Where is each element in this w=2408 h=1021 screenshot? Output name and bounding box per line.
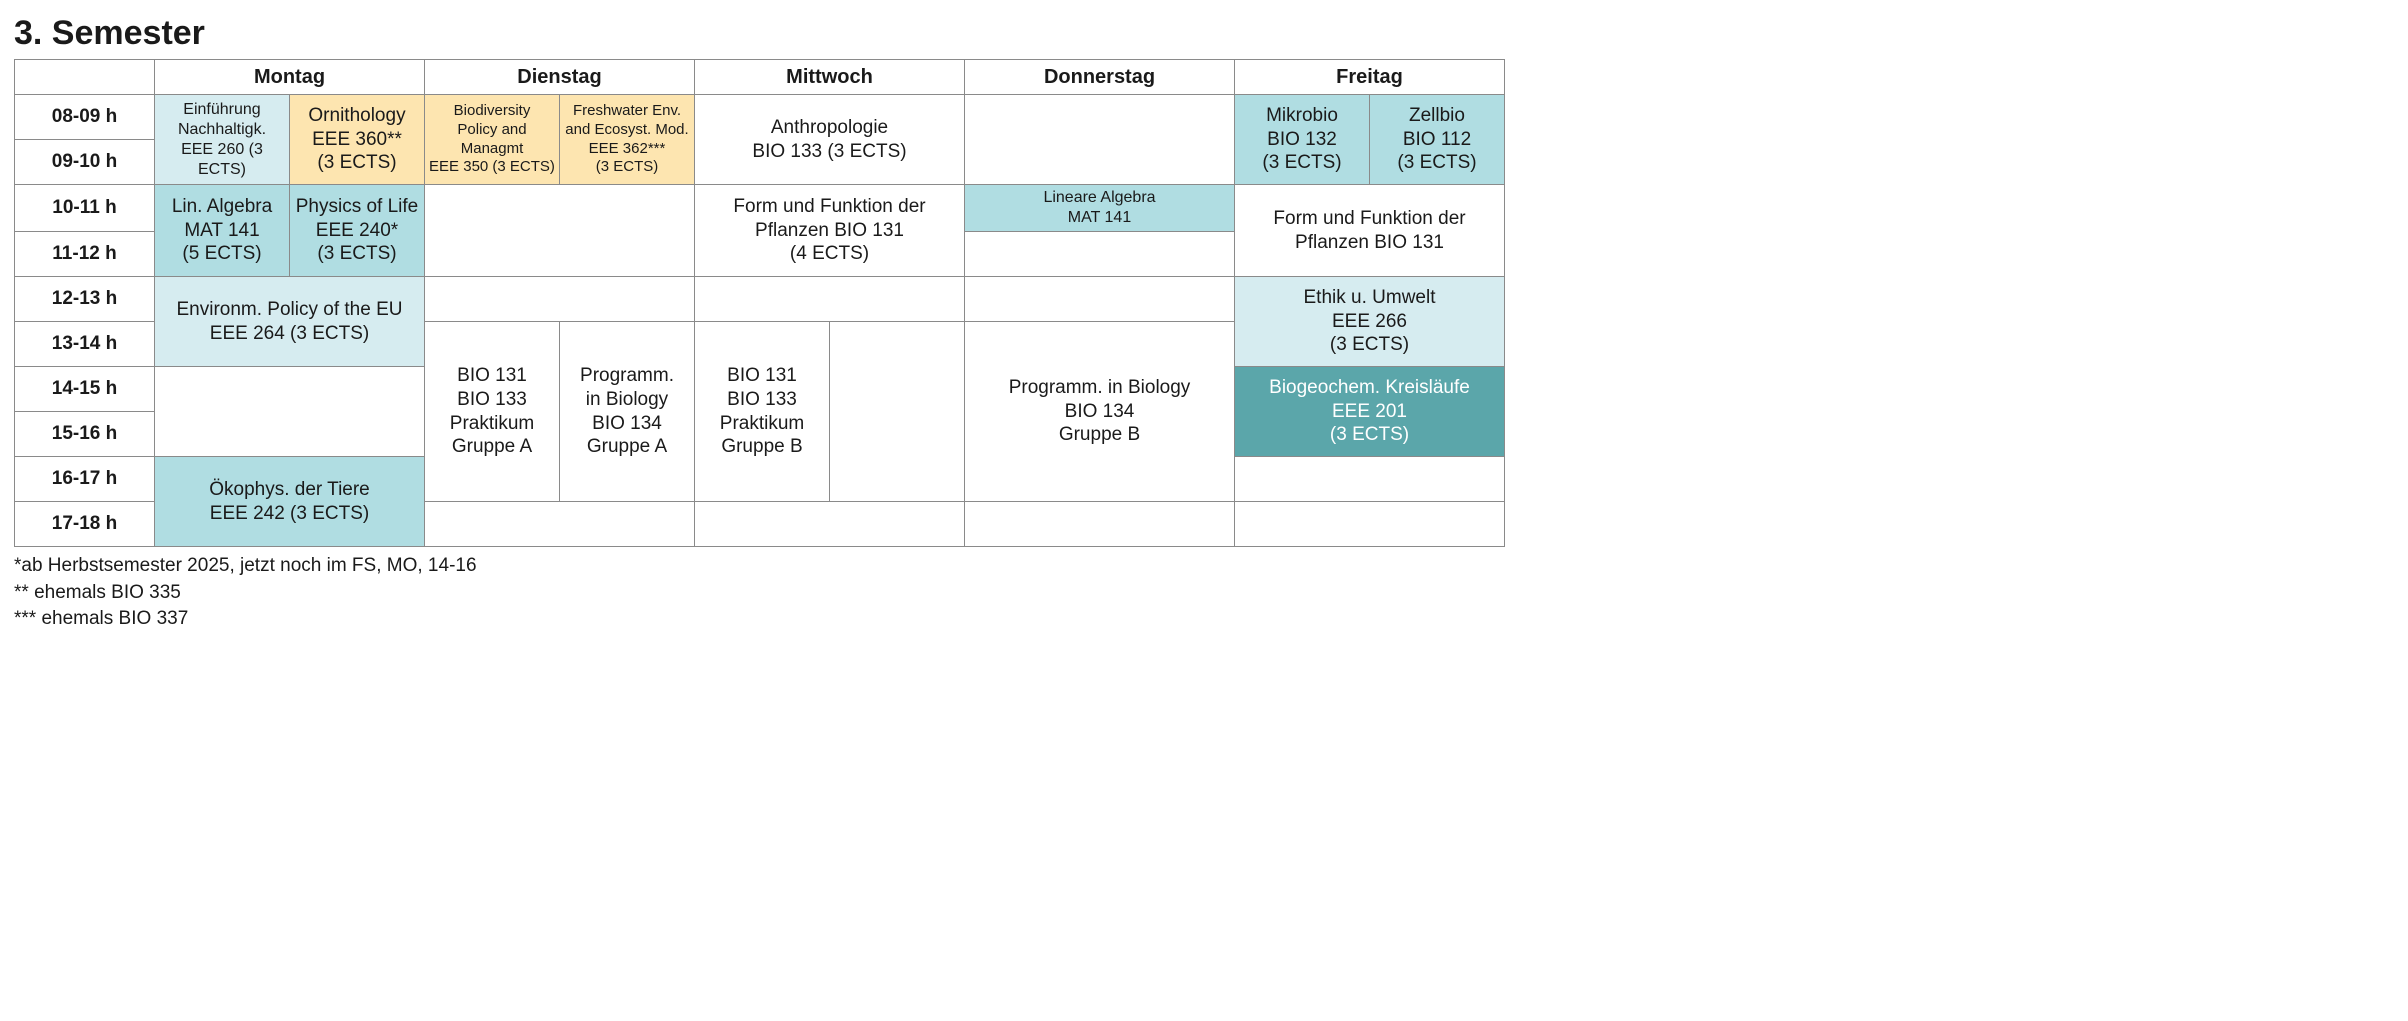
empty-tue-17: [425, 502, 695, 547]
course-mon-10a: Lin. AlgebraMAT 141(5 ECTS): [155, 185, 290, 277]
time-11: 11-12 h: [15, 232, 155, 277]
empty-thu-08: [965, 95, 1235, 185]
course-fri-08b: ZellbioBIO 112(3 ECTS): [1370, 95, 1505, 185]
empty-thu-12: [965, 277, 1235, 322]
header-empty: [15, 60, 155, 95]
time-17: 17-18 h: [15, 502, 155, 547]
header-thu: Donnerstag: [965, 60, 1235, 95]
course-mon-16: Ökophys. der TiereEEE 242 (3 ECTS): [155, 457, 425, 547]
page-title: 3. Semester: [14, 14, 2394, 53]
course-thu-13: Programm. in BiologyBIO 134Gruppe B: [965, 322, 1235, 502]
empty-wed-17: [695, 502, 965, 547]
course-mon-08a: EinführungNachhaltigk.EEE 260 (3 ECTS): [155, 95, 290, 185]
empty-tue-12: [425, 277, 695, 322]
course-fri-10: Form und Funktion derPflanzen BIO 131: [1235, 185, 1505, 277]
time-12: 12-13 h: [15, 277, 155, 322]
header-row: Montag Dienstag Mittwoch Donnerstag Frei…: [15, 60, 1505, 95]
empty-tue-10: [425, 185, 695, 277]
empty-thu-17: [965, 502, 1235, 547]
header-wed: Mittwoch: [695, 60, 965, 95]
footnote-3: *** ehemals BIO 337: [14, 606, 2394, 633]
empty-wed-13b: [830, 322, 965, 502]
empty-mon-14: [155, 367, 425, 457]
time-09: 09-10 h: [15, 140, 155, 185]
course-tue-08b: Freshwater Env.and Ecosyst. Mod.EEE 362*…: [560, 95, 695, 185]
course-mon-12: Environm. Policy of the EUEEE 264 (3 ECT…: [155, 277, 425, 367]
header-fri: Freitag: [1235, 60, 1505, 95]
course-tue-13a: BIO 131BIO 133PraktikumGruppe A: [425, 322, 560, 502]
course-thu-10: Lineare AlgebraMAT 141: [965, 185, 1235, 232]
time-14: 14-15 h: [15, 367, 155, 412]
timetable: Montag Dienstag Mittwoch Donnerstag Frei…: [14, 59, 1505, 547]
footnotes: *ab Herbstsemester 2025, jetzt noch im F…: [14, 553, 2394, 633]
time-16: 16-17 h: [15, 457, 155, 502]
course-wed-08: AnthropologieBIO 133 (3 ECTS): [695, 95, 965, 185]
course-wed-10: Form und Funktion derPflanzen BIO 131(4 …: [695, 185, 965, 277]
course-tue-08a: BiodiversityPolicy andManagmtEEE 350 (3 …: [425, 95, 560, 185]
course-wed-13a: BIO 131BIO 133PraktikumGruppe B: [695, 322, 830, 502]
course-tue-13b: Programm.in BiologyBIO 134Gruppe A: [560, 322, 695, 502]
empty-fri-16: [1235, 457, 1505, 502]
time-08: 08-09 h: [15, 95, 155, 140]
course-fri-08a: MikrobioBIO 132(3 ECTS): [1235, 95, 1370, 185]
course-mon-10b: Physics of LifeEEE 240*(3 ECTS): [290, 185, 425, 277]
empty-wed-12: [695, 277, 965, 322]
course-mon-08b: OrnithologyEEE 360**(3 ECTS): [290, 95, 425, 185]
empty-thu-11: [965, 232, 1235, 277]
header-mon: Montag: [155, 60, 425, 95]
time-10: 10-11 h: [15, 185, 155, 232]
course-fri-12: Ethik u. UmweltEEE 266(3 ECTS): [1235, 277, 1505, 367]
footnote-1: *ab Herbstsemester 2025, jetzt noch im F…: [14, 553, 2394, 580]
header-tue: Dienstag: [425, 60, 695, 95]
course-fri-14: Biogeochem. KreisläufeEEE 201(3 ECTS): [1235, 367, 1505, 457]
empty-fri-17: [1235, 502, 1505, 547]
footnote-2: ** ehemals BIO 335: [14, 580, 2394, 607]
time-15: 15-16 h: [15, 412, 155, 457]
time-13: 13-14 h: [15, 322, 155, 367]
